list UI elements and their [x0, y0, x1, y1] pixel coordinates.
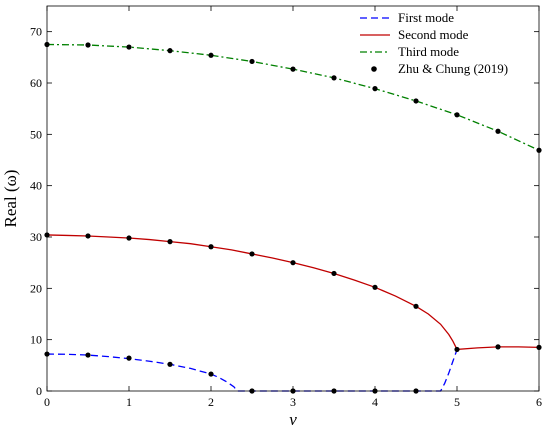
reference-data-point — [413, 303, 419, 309]
reference-data-point — [85, 352, 91, 358]
x-axis-title: v — [289, 410, 297, 429]
x-tick-label: 2 — [208, 395, 214, 409]
reference-data-point — [167, 48, 173, 54]
y-tick-label: 20 — [30, 281, 42, 295]
reference-data-point — [126, 44, 132, 50]
x-tick-label: 0 — [44, 395, 50, 409]
reference-data-point — [495, 128, 501, 134]
y-tick-label: 60 — [30, 76, 42, 90]
reference-data-point — [495, 344, 501, 350]
reference-data-point — [372, 284, 378, 290]
reference-data-point — [249, 251, 255, 257]
y-tick-label: 10 — [30, 333, 42, 347]
reference-data-point — [454, 112, 460, 118]
legend-label: Zhu & Chung (2019) — [398, 61, 508, 76]
reference-data-point — [208, 52, 214, 58]
reference-data-point — [290, 66, 296, 72]
reference-data-point — [208, 371, 214, 377]
y-tick-label: 40 — [30, 179, 42, 193]
second-mode-line — [46, 234, 540, 351]
x-tick-label: 4 — [372, 395, 378, 409]
x-tick-label: 3 — [290, 395, 296, 409]
y-tick-label: 0 — [36, 384, 42, 398]
legend-label: Third mode — [398, 44, 459, 59]
y-tick-label: 50 — [30, 127, 42, 141]
x-tick-label: 6 — [536, 395, 542, 409]
y-tick-label: 70 — [30, 25, 42, 39]
reference-data-point — [331, 75, 337, 81]
y-axis-title: Real (ω) — [1, 170, 20, 228]
x-tick-label: 1 — [126, 395, 132, 409]
reference-data-point — [167, 361, 173, 367]
reference-data-point — [208, 244, 214, 250]
legend-label: First mode — [398, 10, 454, 25]
reference-data-point — [126, 235, 132, 241]
reference-data-point — [331, 270, 337, 277]
reference-data-point — [249, 58, 255, 65]
reference-data-point — [85, 233, 91, 239]
x-tick-label: 5 — [454, 395, 460, 409]
y-tick-label: 30 — [30, 230, 42, 244]
reference-data-point — [126, 355, 132, 361]
reference-data-point — [413, 98, 419, 104]
reference-data-point — [454, 346, 460, 353]
reference-data-point — [290, 260, 296, 266]
reference-data-point — [167, 239, 173, 245]
reference-data-point — [372, 86, 378, 92]
reference-data-point — [85, 42, 91, 48]
legend-marker — [371, 66, 377, 72]
legend-label: Second mode — [398, 27, 469, 42]
first-mode-line — [46, 349, 458, 392]
